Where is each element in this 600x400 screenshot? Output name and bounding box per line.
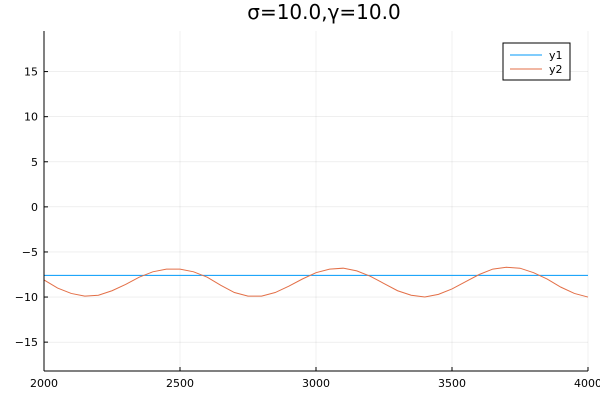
series-line-y2 [43, 266, 589, 298]
chart-title: σ=10.0,γ=10.0 [247, 0, 400, 24]
y-tick-label: 0 [31, 201, 38, 214]
y-tick-label: −15 [15, 336, 38, 349]
y-tick-label: 5 [31, 156, 38, 169]
legend-label-y2: y2 [549, 63, 563, 76]
axes: 2000 2500 3000 3500 4000 −15 −10 −5 0 5 10 15 [15, 31, 600, 390]
x-tick-label: 3000 [302, 377, 330, 390]
series-layer [43, 266, 589, 298]
y-tick-label: −5 [22, 246, 38, 259]
grid [43, 31, 589, 371]
y-tick-label: −10 [15, 291, 38, 304]
x-tick-label: 4000 [574, 377, 600, 390]
x-tick-label: 2500 [166, 377, 194, 390]
y-tick-label: 15 [24, 66, 38, 79]
x-tick-label: 3500 [438, 377, 466, 390]
legend-label-y1: y1 [549, 49, 563, 62]
y-tick-label: 10 [24, 111, 38, 124]
x-tick-label: 2000 [30, 377, 58, 390]
legend-box [502, 42, 571, 81]
